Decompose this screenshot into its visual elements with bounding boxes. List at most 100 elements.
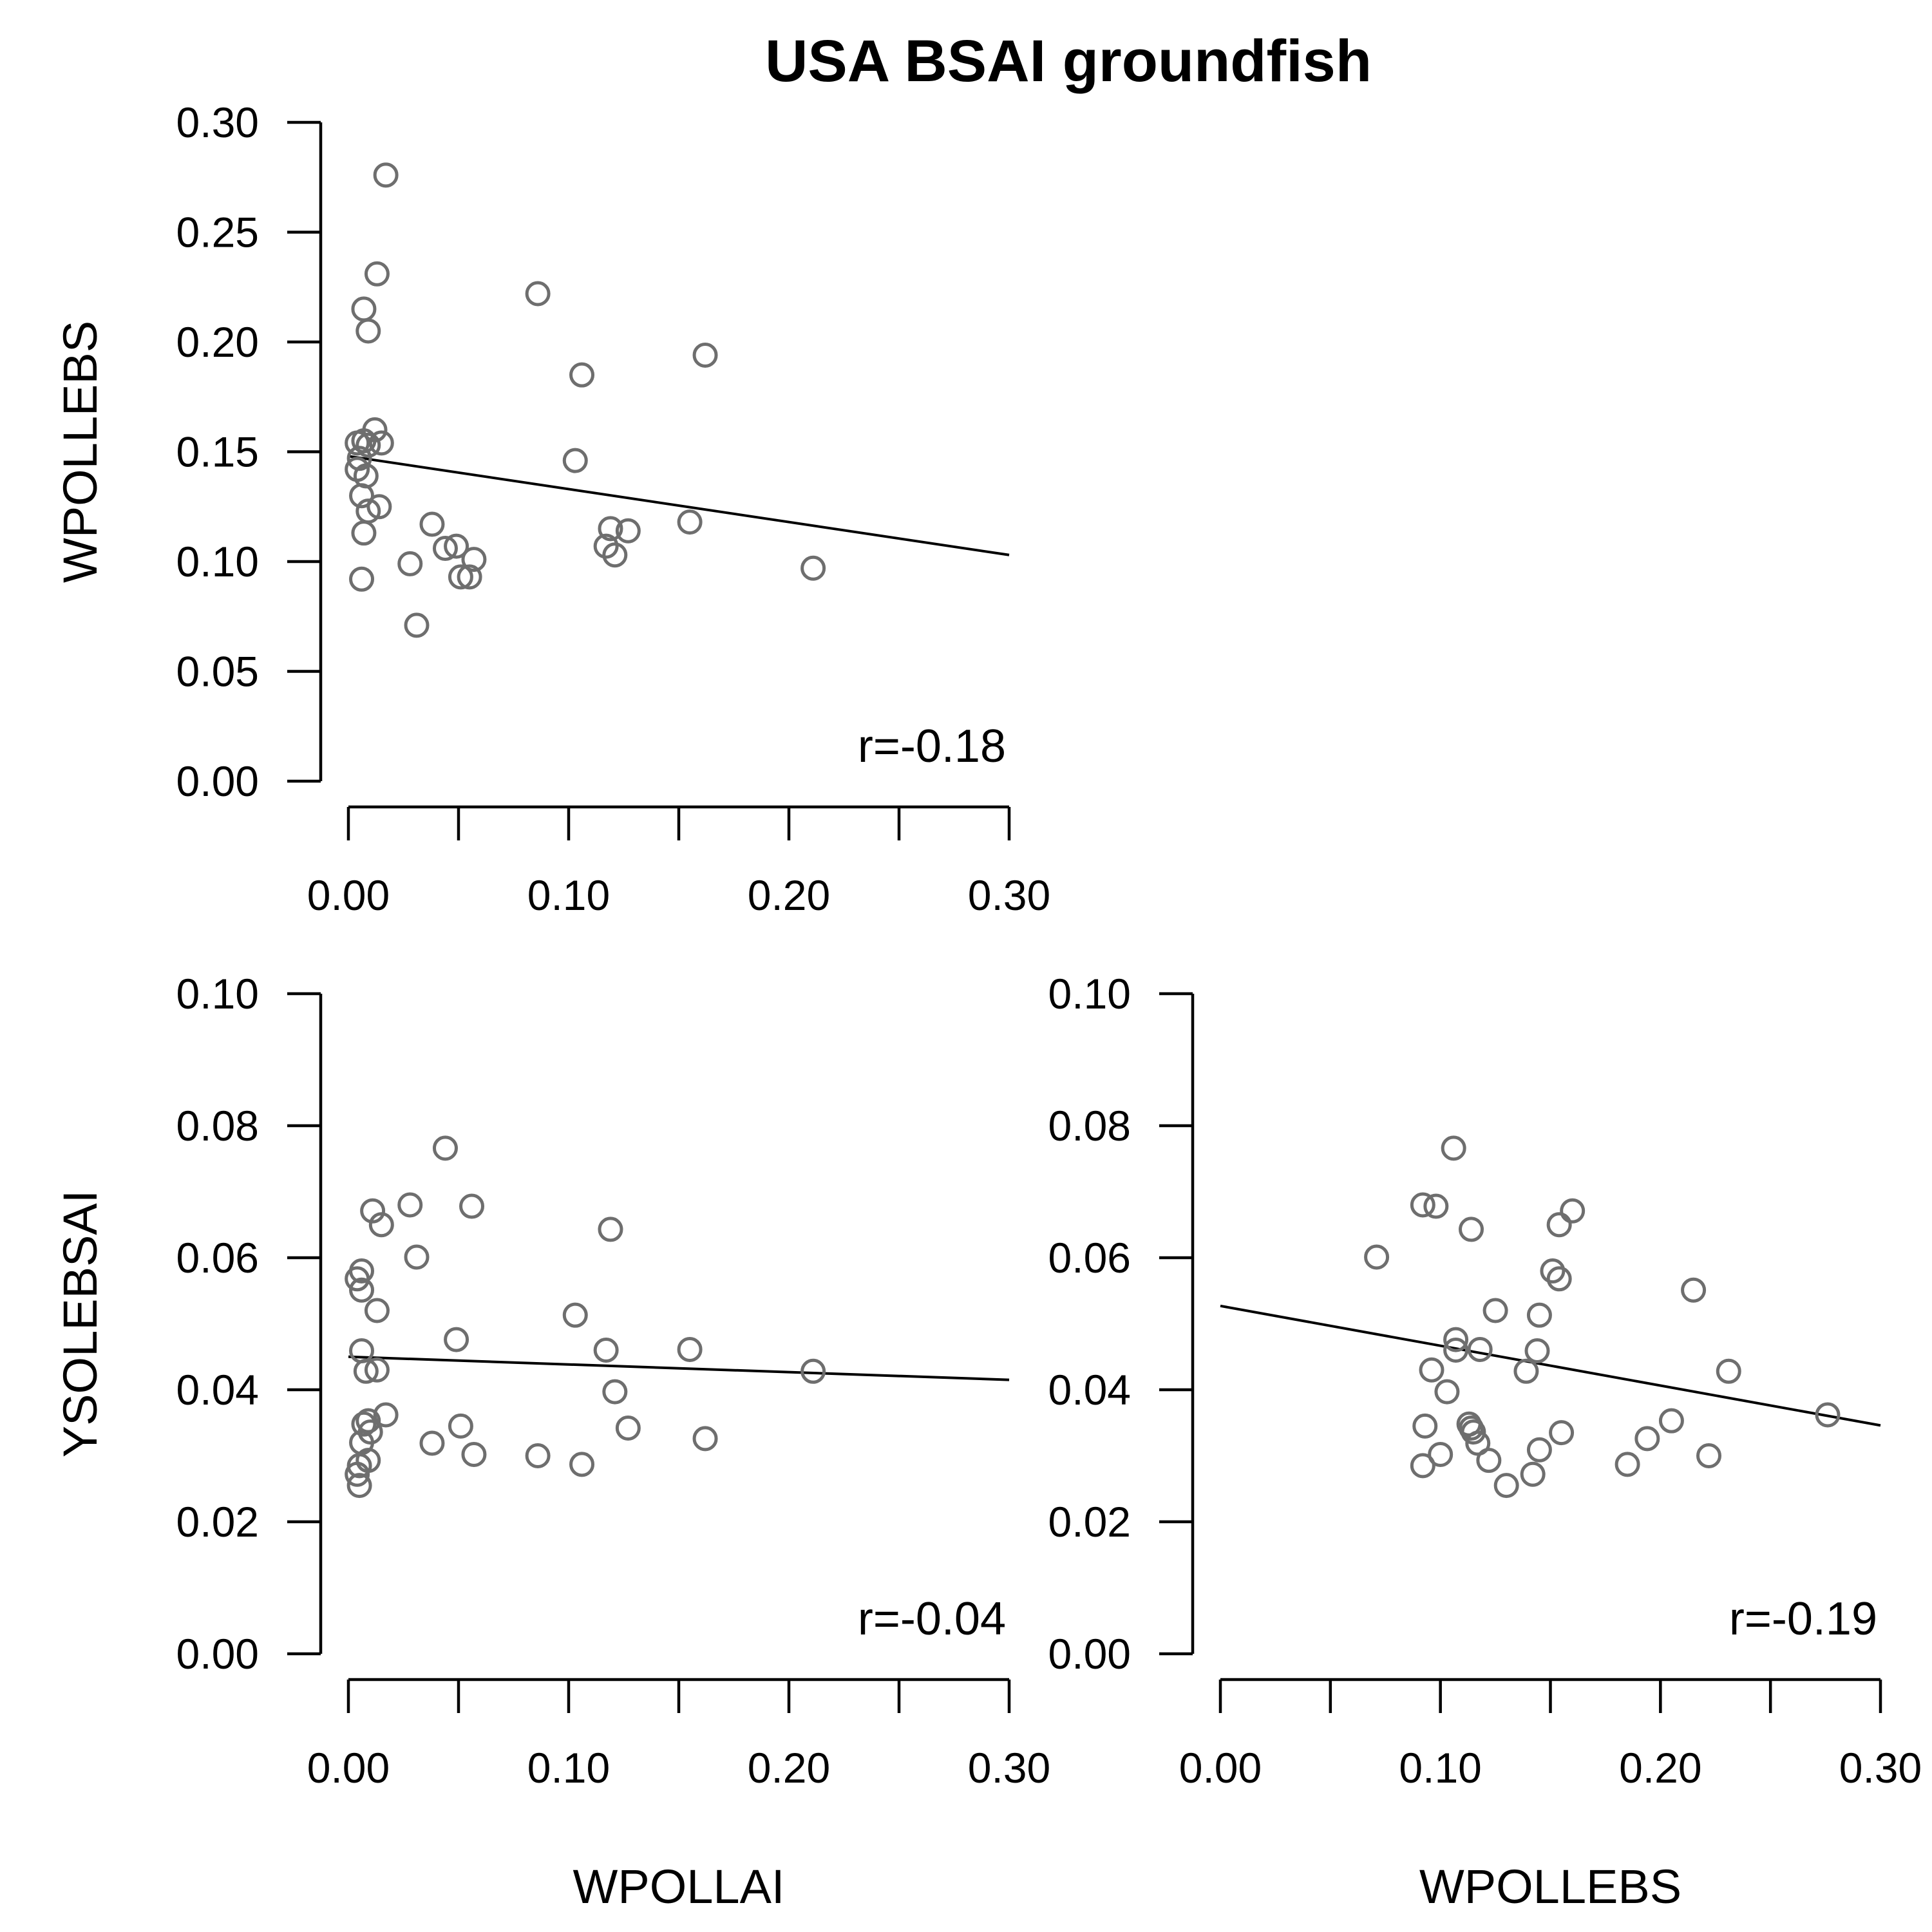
y-tick-label: 0.04 (1048, 1366, 1131, 1414)
x-axis-title: WPOLLEBS (1419, 1860, 1681, 1913)
x-tick-label: 0.10 (1399, 1744, 1481, 1792)
chart-title: USA BSAI groundfish (765, 28, 1372, 94)
regression-line (348, 455, 1010, 556)
data-point (351, 296, 377, 322)
data-point (593, 533, 619, 559)
data-point (1493, 1473, 1519, 1499)
x-tick-label: 0.00 (307, 871, 390, 919)
x-tick-label: 0.00 (1179, 1744, 1262, 1792)
data-point (444, 533, 469, 559)
x-tick-label: 0.30 (1839, 1744, 1922, 1792)
data-point (444, 1327, 469, 1352)
data-point (349, 483, 375, 509)
data-point (353, 1358, 379, 1384)
data-point (1658, 1408, 1684, 1434)
data-point (397, 1192, 423, 1218)
data-point (364, 261, 390, 287)
correlation-label: r=-0.04 (858, 1593, 1006, 1645)
data-point (1815, 1402, 1841, 1428)
data-point (345, 1266, 370, 1292)
y-axis-title: YSOLEBSAI (53, 1190, 107, 1457)
data-point (1465, 1430, 1491, 1456)
data-point (598, 516, 623, 542)
data-point (364, 1357, 390, 1383)
y-tick-label: 0.25 (176, 209, 259, 256)
data-point (1634, 1426, 1660, 1452)
y-tick-label: 0.02 (176, 1498, 259, 1546)
y-tick-label: 0.10 (176, 970, 259, 1018)
data-point (373, 1402, 399, 1428)
data-point (1540, 1258, 1566, 1283)
x-tick-label: 0.20 (748, 871, 830, 919)
data-point (615, 1415, 641, 1441)
data-point (351, 1411, 377, 1437)
x-tick-label: 0.10 (527, 871, 610, 919)
panel-wpollai-vs-wpollebs: 0.00 0.05 0.10 0.15 0.20 0.25 0.30 0.00 0.10 0.20… (53, 99, 1050, 919)
data-point (432, 1135, 458, 1161)
data-point (692, 342, 718, 368)
regression-line (348, 1355, 1010, 1381)
data-point (404, 612, 430, 638)
data-point (355, 1408, 381, 1434)
data-point (602, 1379, 628, 1405)
data-point (1410, 1192, 1435, 1218)
data-point (615, 518, 641, 544)
y-tick-label: 0.30 (176, 99, 259, 146)
data-point (1443, 1338, 1469, 1363)
x-tick-label: 0.20 (748, 1744, 830, 1792)
data-point (562, 1302, 588, 1328)
data-point (1546, 1266, 1572, 1292)
data-point (1549, 1420, 1575, 1446)
data-point (360, 1198, 386, 1224)
y-tick-label: 0.04 (176, 1366, 259, 1414)
data-point (349, 1277, 375, 1303)
data-point (366, 494, 392, 520)
data-point (569, 362, 595, 388)
y-tick-label: 0.00 (176, 757, 259, 805)
data-point (349, 566, 375, 592)
data-point (593, 1338, 619, 1363)
panel-wpollai-vs-ysolebsai: 0.00 0.02 0.04 0.06 0.08 0.10 0.00 0.10 0.20 0.30… (53, 970, 1050, 1913)
data-point (525, 281, 551, 307)
y-axis-title: WPOLLEBS (53, 321, 107, 583)
data-point (1526, 1437, 1552, 1463)
data-point (598, 1217, 623, 1242)
data-point (562, 448, 588, 473)
y-tick-label: 0.06 (1048, 1234, 1131, 1282)
correlation-label: r=-0.18 (858, 721, 1006, 772)
data-point (1615, 1452, 1640, 1477)
data-point (364, 1298, 390, 1323)
data-point (1716, 1358, 1741, 1384)
data-point (1364, 1244, 1390, 1270)
y-tick-label: 0.00 (1048, 1630, 1131, 1678)
x-tick-label: 0.10 (527, 1744, 610, 1792)
y-tick-label: 0.10 (176, 538, 259, 585)
data-point (404, 1244, 430, 1270)
data-point (457, 564, 482, 590)
data-point (569, 1452, 595, 1477)
y-tick-label: 0.06 (176, 1234, 259, 1282)
correlation-label: r=-0.19 (1729, 1593, 1877, 1645)
data-point (362, 417, 388, 442)
y-tick-label: 0.15 (176, 428, 259, 476)
data-point (677, 1336, 703, 1362)
y-tick-label: 0.08 (176, 1102, 259, 1150)
data-point (1476, 1448, 1502, 1473)
data-point (1441, 1135, 1466, 1161)
data-point (368, 430, 394, 456)
data-point (800, 555, 826, 581)
data-point (800, 1358, 826, 1384)
data-point (1681, 1277, 1707, 1303)
data-point (373, 162, 399, 188)
data-point (1696, 1443, 1721, 1468)
data-point (346, 1473, 372, 1499)
data-point (351, 520, 377, 546)
data-point (419, 511, 445, 537)
data-point (1467, 1336, 1493, 1362)
data-point (1546, 1212, 1572, 1238)
data-point (1434, 1379, 1460, 1405)
data-point (1524, 1338, 1550, 1364)
data-point (677, 509, 703, 535)
data-point (1423, 1193, 1449, 1219)
